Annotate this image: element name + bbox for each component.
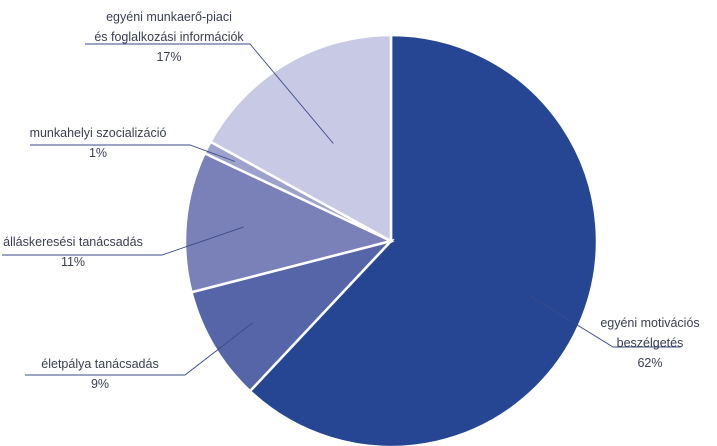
slice-label-line: egyéni munkaerő-piaci	[106, 10, 232, 24]
slice-label-line: egyéni motivációs	[600, 316, 699, 330]
pie-slice-0	[248, 33, 599, 446]
slice-label-line: munkahelyi szocializáció	[30, 126, 167, 140]
slice-percent: 9%	[91, 377, 109, 391]
slice-label-4: egyéni munkaerő-piaci és foglalkozási inf…	[94, 10, 244, 64]
slice-label-1: életpálya tanácsadás 9%	[41, 357, 158, 391]
slice-label-2: álláskeresési tanácsadás 11%	[3, 235, 143, 269]
leader-line-1	[25, 322, 253, 376]
slice-label-0: egyéni motivációs beszélgetés 62%	[600, 316, 699, 370]
leader-lines	[2, 43, 681, 376]
slice-percent: 17%	[156, 50, 181, 64]
leader-line-0	[530, 295, 681, 348]
leader-line-3	[30, 144, 236, 162]
slice-percent: 11%	[61, 255, 85, 269]
pie-slice-1	[189, 238, 395, 393]
leader-line-4	[85, 43, 334, 144]
slice-percent: 62%	[637, 356, 662, 370]
slice-label-line: beszélgetés	[617, 336, 684, 350]
pie-slice-2	[183, 151, 395, 294]
slice-label-line: álláskeresési tanácsadás	[3, 235, 143, 249]
leader-line-2	[2, 226, 244, 256]
pie-slices	[183, 33, 599, 446]
slice-percent: 1%	[89, 146, 107, 160]
slice-label-line: és foglalkozási információk	[94, 30, 244, 44]
slice-label-3: munkahelyi szocializáció 1%	[30, 126, 167, 160]
pie-slice-4	[208, 33, 393, 244]
slice-labels: egyéni motivációs beszélgetés 62% életpálya…	[3, 10, 700, 391]
slice-label-line: életpálya tanácsadás	[41, 357, 158, 371]
